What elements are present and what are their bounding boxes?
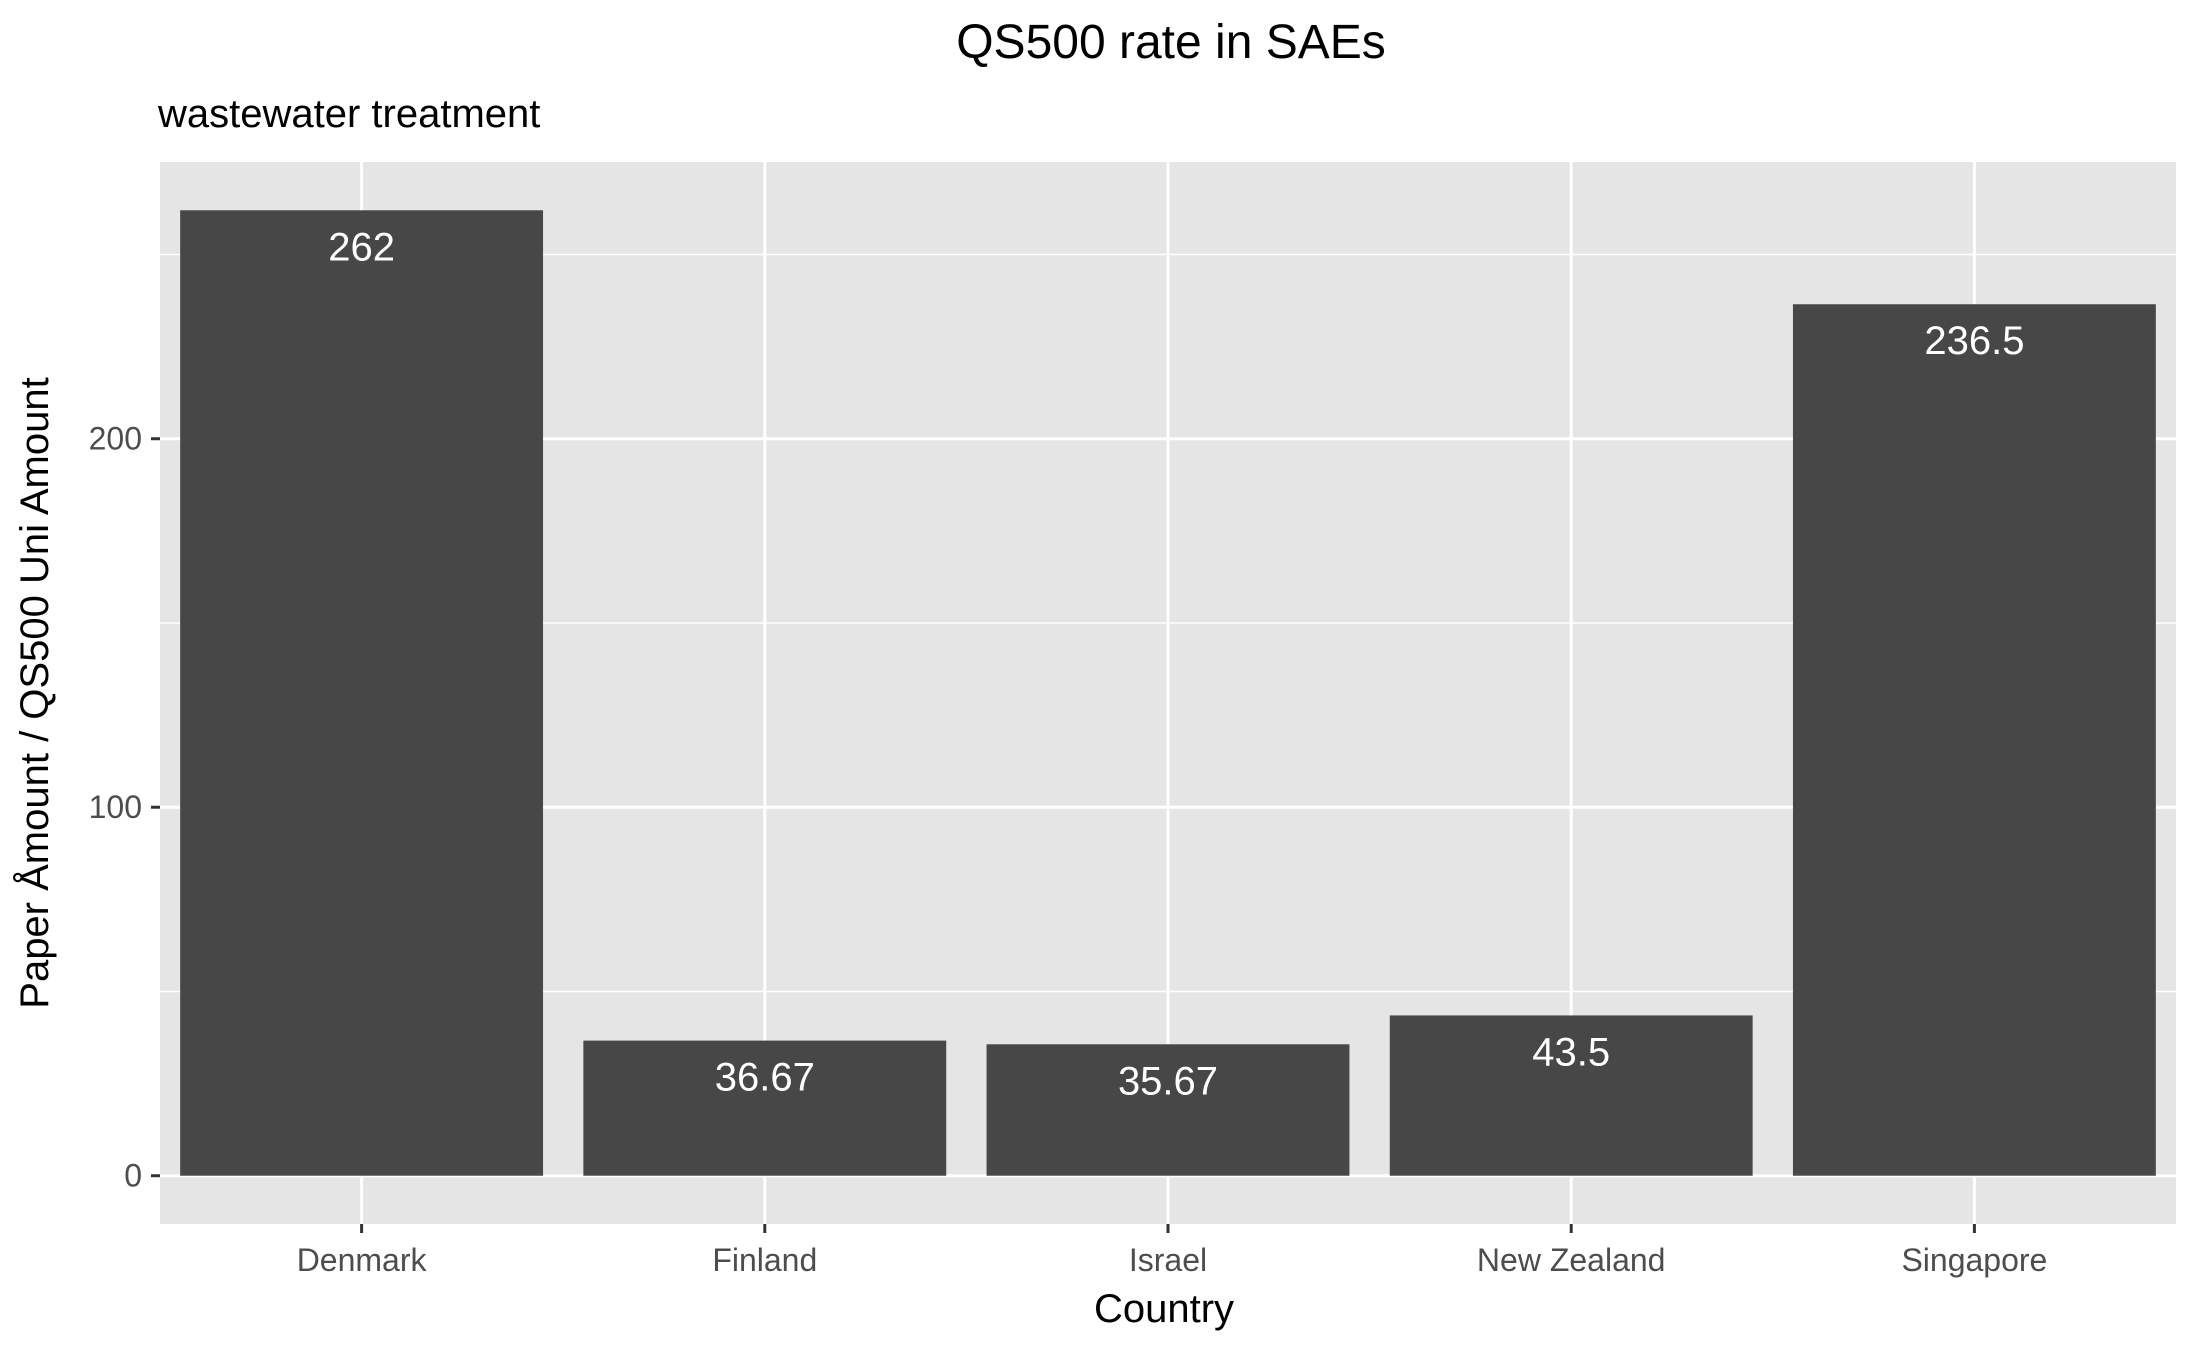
y-tick-label: 200 xyxy=(89,421,142,457)
data-label: 43.5 xyxy=(1532,1030,1610,1074)
bar-finland xyxy=(583,1040,947,1176)
data-label: 262 xyxy=(328,225,395,269)
y-tick-label: 0 xyxy=(124,1158,142,1194)
axes: 0 100 200 Denmark Finland Israel New Zealand Si… xyxy=(89,421,2048,1278)
data-label: 35.67 xyxy=(1118,1059,1218,1103)
data-label: 36.67 xyxy=(715,1056,815,1100)
y-axis-title: Paper Åmount / QS500 Uni Amount xyxy=(12,377,57,1008)
x-tick-label: Singapore xyxy=(1901,1242,2047,1278)
data-label: 236.5 xyxy=(1924,319,2024,363)
bars xyxy=(180,210,2156,1176)
bar-singapore xyxy=(1792,304,2156,1176)
bar-new-zealand xyxy=(1389,1015,1753,1176)
bar-israel xyxy=(986,1044,1350,1176)
chart-subtitle: wastewater treatment xyxy=(157,92,540,136)
bar-denmark xyxy=(180,210,544,1176)
x-tick-label: Finland xyxy=(712,1242,817,1278)
x-tick-label: Denmark xyxy=(297,1242,428,1278)
x-tick-label: New Zealand xyxy=(1477,1242,1666,1278)
x-axis-title: Country xyxy=(1094,1287,1234,1331)
chart-title: QS500 rate in SAEs xyxy=(956,16,1386,69)
data-labels: 262 36.67 35.67 43.5 236.5 xyxy=(328,225,2024,1103)
x-tick-label: Israel xyxy=(1129,1242,1207,1278)
y-tick-label: 100 xyxy=(89,789,142,825)
